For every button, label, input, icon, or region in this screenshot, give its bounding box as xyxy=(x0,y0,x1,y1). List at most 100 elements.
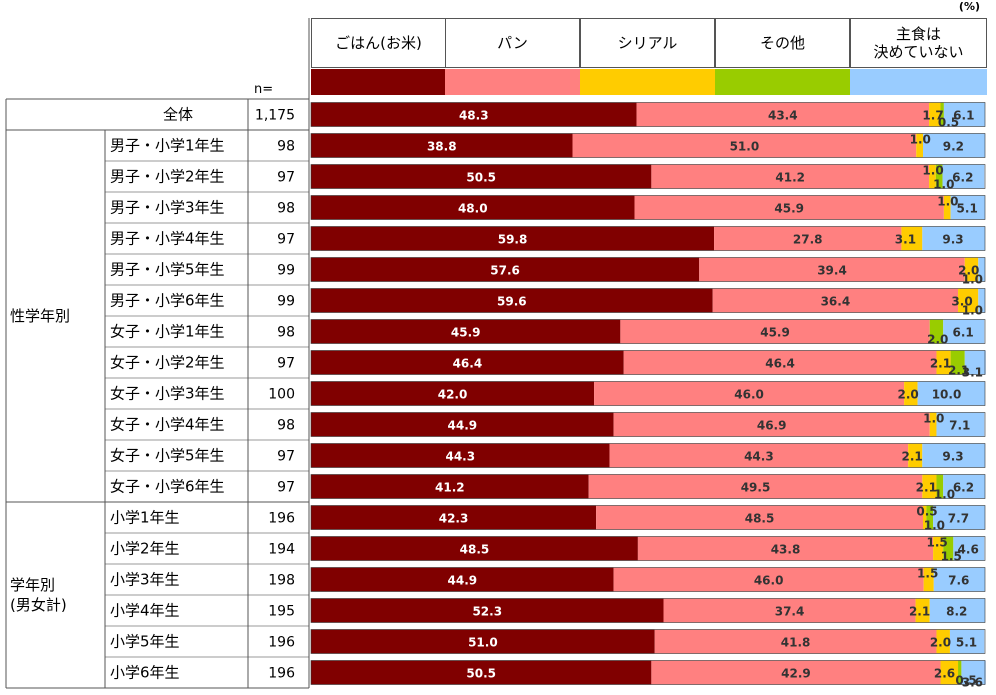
bar-segment xyxy=(311,629,655,654)
row-label: 女子・小学4年生 xyxy=(110,416,225,434)
row-label: 女子・小学2年生 xyxy=(110,354,225,372)
bar-segment xyxy=(929,598,985,623)
bar-segment xyxy=(654,629,937,654)
legend-swatch-3 xyxy=(715,69,850,95)
bar-segment xyxy=(936,629,950,654)
bar-segment xyxy=(651,164,930,189)
legend-header-3: その他 xyxy=(715,18,850,68)
data-label: 0.5 xyxy=(938,116,959,130)
data-label: 43.4 xyxy=(768,109,798,123)
bar-segment xyxy=(933,536,944,561)
data-label: 39.4 xyxy=(817,264,847,278)
bar-segment xyxy=(922,443,985,468)
bar-segment xyxy=(311,288,713,313)
bar-frame xyxy=(310,226,986,251)
legend-swatch-0 xyxy=(311,69,446,95)
bar-segment xyxy=(916,133,923,158)
data-label: 4.6 xyxy=(958,543,979,557)
group-label: 性学年別 xyxy=(10,307,70,325)
row-label: 小学3年生 xyxy=(110,571,180,589)
data-label: 44.3 xyxy=(445,450,475,464)
data-label: 2.1 xyxy=(909,605,930,619)
row-n: 97 xyxy=(277,170,295,186)
bar-segment xyxy=(613,412,930,437)
data-label: 37.4 xyxy=(775,605,805,619)
data-label: 41.2 xyxy=(775,171,805,185)
bar-segment xyxy=(637,536,934,561)
bar-segment xyxy=(978,288,985,313)
data-label: 45.9 xyxy=(760,326,790,340)
bar-segment xyxy=(311,443,610,468)
bar-frame xyxy=(310,505,986,530)
bar-segment xyxy=(943,319,985,344)
bar-segment xyxy=(699,257,965,282)
bar-segment xyxy=(943,195,951,220)
bar-segment xyxy=(922,505,927,530)
bar-segment xyxy=(940,660,959,685)
row-label: 女子・小学3年生 xyxy=(110,385,225,403)
data-label: 3.0 xyxy=(951,295,972,309)
bar-segment xyxy=(311,350,624,375)
bar-segment xyxy=(311,660,652,685)
bar-segment xyxy=(922,226,985,251)
bar-segment xyxy=(311,102,637,127)
row-n: 98 xyxy=(277,325,295,341)
bar-segment xyxy=(588,474,923,499)
data-label: 1.0 xyxy=(922,164,943,178)
data-label: 2.0 xyxy=(958,264,979,278)
bar-frame xyxy=(310,381,986,406)
row-label: 女子・小学6年生 xyxy=(110,478,225,496)
bar-segment xyxy=(609,443,909,468)
row-label: 男子・小学2年生 xyxy=(110,168,225,186)
bar-segment xyxy=(958,288,979,313)
data-label: 3.1 xyxy=(895,233,916,247)
bar-segment xyxy=(929,102,941,127)
legend-swatch-1 xyxy=(445,69,580,95)
row-n: 97 xyxy=(277,449,295,465)
data-label: 3.1 xyxy=(962,366,983,380)
bar-segment xyxy=(943,474,985,499)
data-label: 3.6 xyxy=(962,676,983,690)
bar-frame xyxy=(310,319,986,344)
data-label: 42.9 xyxy=(781,667,811,681)
row-n: 196 xyxy=(268,666,295,682)
bar-frame xyxy=(310,598,986,623)
bar-segment xyxy=(311,133,573,158)
bar-frame xyxy=(310,102,986,127)
bar-segment xyxy=(311,257,700,282)
row-label: 小学4年生 xyxy=(110,602,180,620)
row-label: 男子・小学6年生 xyxy=(110,292,225,310)
bar-segment xyxy=(929,319,944,344)
bar-segment xyxy=(915,598,930,623)
bar-segment xyxy=(943,536,954,561)
bar-frame xyxy=(310,195,986,220)
group-label: 学年別(男女計) xyxy=(10,576,67,614)
bar-segment xyxy=(929,164,936,189)
bar-segment xyxy=(929,412,937,437)
data-label: 38.8 xyxy=(427,140,457,154)
row-n: 99 xyxy=(277,263,295,279)
data-label: 5.1 xyxy=(957,202,978,216)
data-label: 1.5 xyxy=(941,550,962,564)
data-label: 7.7 xyxy=(948,512,969,526)
data-label: 44.9 xyxy=(448,574,478,588)
data-label: 46.9 xyxy=(757,419,787,433)
data-label: 59.8 xyxy=(498,233,528,247)
bar-segment xyxy=(933,567,985,592)
row-n: 97 xyxy=(277,480,295,496)
row-n: 99 xyxy=(277,294,295,310)
data-label: 1.0 xyxy=(933,178,954,192)
bar-segment xyxy=(311,567,614,592)
bar-segment xyxy=(613,567,924,592)
bar-segment xyxy=(634,195,944,220)
data-label: 1.0 xyxy=(934,488,955,502)
data-label: 1.0 xyxy=(910,133,931,147)
bar-segment xyxy=(623,350,937,375)
bar-segment xyxy=(958,660,962,685)
data-label: 6.2 xyxy=(952,171,973,185)
data-label: 57.6 xyxy=(490,264,520,278)
bar-segment xyxy=(311,598,664,623)
data-label: 45.9 xyxy=(451,326,481,340)
data-label: 41.8 xyxy=(781,636,811,650)
